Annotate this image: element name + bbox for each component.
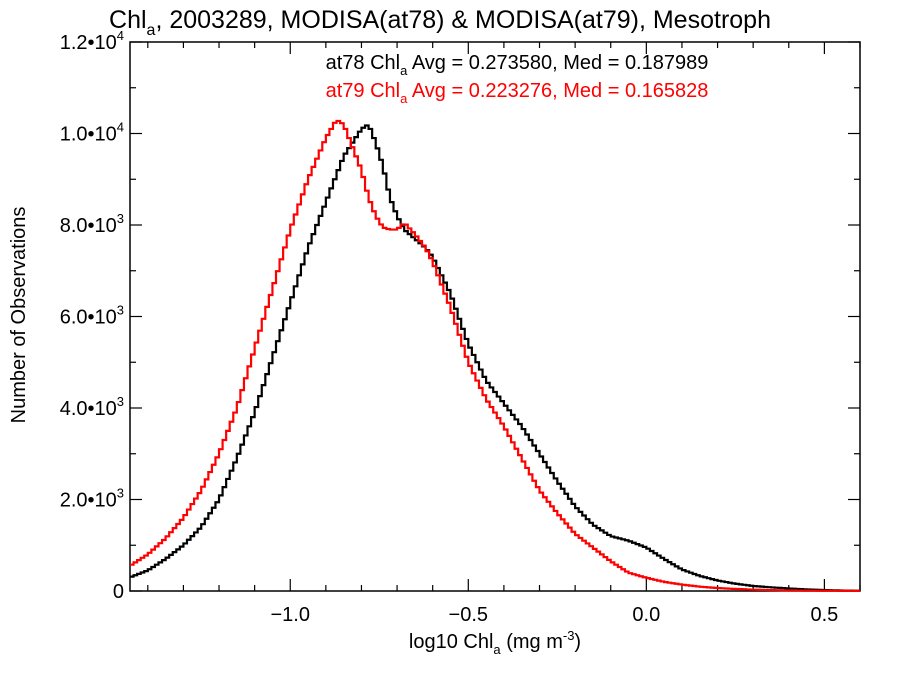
series-at78-line <box>130 124 860 592</box>
chart-title: Chla, 2003289, MODISA(at78) & MODISA(at7… <box>109 6 771 39</box>
title-main: Chl <box>109 6 147 34</box>
x-tick-label: 0.5 <box>810 604 838 626</box>
x-axis-label: log10 Chla (mg m-3) <box>409 628 581 657</box>
y-tick-label: 6.0•103 <box>60 303 124 329</box>
y-tick-label: 1.2•104 <box>60 28 124 54</box>
series-at79-line <box>130 119 860 593</box>
x-tick-label: −1.0 <box>271 604 310 626</box>
series-layer <box>130 119 860 593</box>
title-subscript: a <box>147 22 156 39</box>
y-tick-label: 2.0•103 <box>60 486 124 512</box>
y-tick-label: 8.0•103 <box>60 211 124 237</box>
x-tick-label: 0.0 <box>632 604 660 626</box>
legend-entry-at79: at79 Chla Avg = 0.223276, Med = 0.165828 <box>326 80 709 106</box>
y-axis-label: Number of Observations <box>8 207 30 424</box>
title-rest: , 2003289, MODISA(at78) & MODISA(at79), … <box>155 6 771 34</box>
y-tick-label: 0 <box>113 581 124 603</box>
plot-frame <box>129 41 861 592</box>
legend-entry-at78: at78 Chla Avg = 0.273580, Med = 0.187989 <box>326 52 709 78</box>
y-tick-label: 4.0•103 <box>60 394 124 420</box>
y-tick-label: 1.0•104 <box>60 120 124 146</box>
y-axis-ticks: 0 2.0•103 4.0•103 6.0•103 8.0•103 1.0•104 1.2•… <box>60 28 860 603</box>
legend: at78 Chla Avg = 0.273580, Med = 0.187989… <box>326 52 709 106</box>
x-tick-label: −0.5 <box>449 604 488 626</box>
x-axis-ticks: −1.0 −0.5 0.0 0.5 <box>147 42 861 626</box>
